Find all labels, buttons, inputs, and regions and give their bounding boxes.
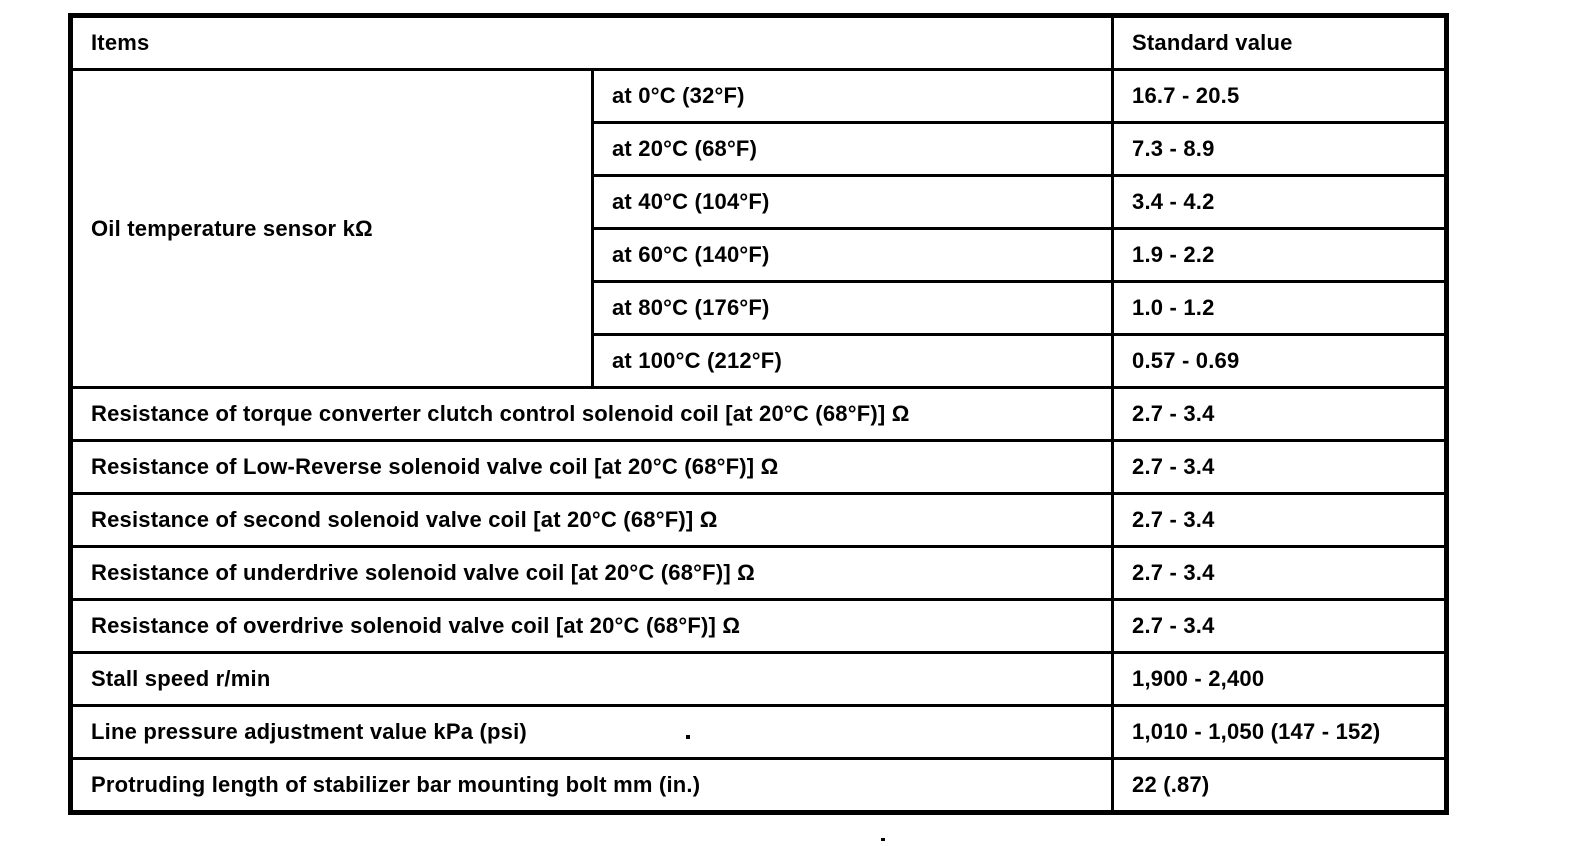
table-header-row: Items Standard value bbox=[68, 14, 1449, 71]
condition-cell: at 40°C (104°F) bbox=[590, 174, 1115, 230]
item-cell: Line pressure adjustment value kPa (psi) bbox=[68, 704, 1115, 760]
condition-cell: at 0°C (32°F) bbox=[590, 68, 1115, 124]
value-cell: 2.7 - 3.4 bbox=[1111, 439, 1449, 495]
value-cell: 16.7 - 20.5 bbox=[1111, 68, 1449, 124]
table-row: Stall speed r/min 1,900 - 2,400 bbox=[68, 651, 1449, 707]
item-cell: Resistance of torque converter clutch co… bbox=[68, 386, 1115, 442]
condition-cell: at 100°C (212°F) bbox=[590, 333, 1115, 389]
value-cell: 2.7 - 3.4 bbox=[1111, 598, 1449, 654]
table-row: Resistance of overdrive solenoid valve c… bbox=[68, 598, 1449, 654]
item-cell: Resistance of second solenoid valve coil… bbox=[68, 492, 1115, 548]
value-cell: 0.57 - 0.69 bbox=[1111, 333, 1449, 389]
item-cell: Resistance of overdrive solenoid valve c… bbox=[68, 598, 1115, 654]
table-row: Protruding length of stabilizer bar moun… bbox=[68, 757, 1449, 814]
table-row: at 20°C (68°F) 7.3 - 8.9 bbox=[71, 121, 1449, 177]
value-cell: 2.7 - 3.4 bbox=[1111, 386, 1449, 442]
value-cell: 2.7 - 3.4 bbox=[1111, 545, 1449, 601]
oil-temp-sensor-label: Oil temperature sensor kΩ bbox=[69, 68, 594, 389]
table-row: Resistance of underdrive solenoid valve … bbox=[68, 545, 1449, 601]
value-cell: 1.9 - 2.2 bbox=[1111, 227, 1449, 283]
item-cell: Resistance of Low-Reverse solenoid valve… bbox=[68, 439, 1115, 495]
table-row: Resistance of torque converter clutch co… bbox=[68, 386, 1449, 442]
table-row: at 60°C (140°F) 1.9 - 2.2 bbox=[71, 227, 1449, 283]
value-cell: 1,900 - 2,400 bbox=[1111, 651, 1449, 707]
table-row: Line pressure adjustment value kPa (psi)… bbox=[68, 704, 1449, 760]
value-cell: 1,010 - 1,050 (147 - 152) bbox=[1111, 704, 1449, 760]
table-row: Resistance of second solenoid valve coil… bbox=[68, 492, 1449, 548]
item-cell: Resistance of underdrive solenoid valve … bbox=[68, 545, 1115, 601]
value-cell: 3.4 - 4.2 bbox=[1111, 174, 1449, 230]
item-cell: Protruding length of stabilizer bar moun… bbox=[68, 757, 1115, 814]
items-header: Items bbox=[68, 14, 1115, 71]
value-cell: 1.0 - 1.2 bbox=[1111, 280, 1449, 336]
condition-cell: at 80°C (176°F) bbox=[590, 280, 1115, 336]
table-row: at 100°C (212°F) 0.57 - 0.69 bbox=[71, 333, 1449, 389]
specification-table: Items Standard value Oil temperature sen… bbox=[68, 13, 1450, 815]
standard-value-header: Standard value bbox=[1111, 14, 1449, 71]
condition-cell: at 20°C (68°F) bbox=[590, 121, 1115, 177]
scan-speck bbox=[881, 838, 885, 841]
table-row: Oil temperature sensor kΩ at 0°C (32°F) … bbox=[69, 68, 1449, 389]
condition-cell: at 60°C (140°F) bbox=[590, 227, 1115, 283]
table-row: at 40°C (104°F) 3.4 - 4.2 bbox=[71, 174, 1449, 230]
value-cell: 22 (.87) bbox=[1111, 757, 1449, 814]
value-cell: 7.3 - 8.9 bbox=[1111, 121, 1449, 177]
table-row: Resistance of Low-Reverse solenoid valve… bbox=[68, 439, 1449, 495]
item-cell: Stall speed r/min bbox=[68, 651, 1115, 707]
table-row: at 80°C (176°F) 1.0 - 1.2 bbox=[71, 280, 1449, 336]
scan-speck bbox=[686, 735, 690, 739]
value-cell: 2.7 - 3.4 bbox=[1111, 492, 1449, 548]
